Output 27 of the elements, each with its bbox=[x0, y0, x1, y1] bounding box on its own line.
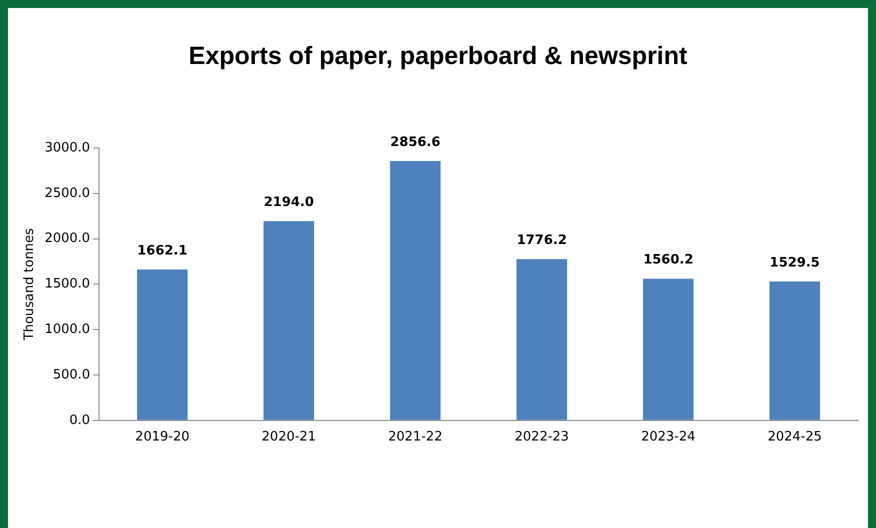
x-tick-label: 2021-22 bbox=[388, 430, 442, 445]
bar bbox=[516, 259, 568, 420]
x-tick-label: 2020-21 bbox=[262, 430, 316, 445]
chart-title: Exports of paper, paperboard & newsprint bbox=[188, 42, 688, 71]
x-tick-label: 2023-24 bbox=[641, 430, 696, 445]
data-label: 1776.2 bbox=[516, 232, 567, 248]
y-tick-label: 500.0 bbox=[52, 367, 90, 382]
data-label: 2856.6 bbox=[390, 134, 440, 150]
x-tick-label: 2022-23 bbox=[514, 430, 569, 445]
y-tick-label: 3000.0 bbox=[44, 140, 90, 156]
y-tick-label: 2500.0 bbox=[44, 186, 90, 201]
data-label: 1560.2 bbox=[643, 252, 694, 268]
bar bbox=[769, 282, 820, 420]
y-tick-label: 1500.0 bbox=[44, 276, 90, 292]
data-label: 2194.0 bbox=[264, 195, 314, 210]
bar bbox=[264, 221, 314, 420]
y-tick-label: 2000.0 bbox=[44, 231, 90, 246]
x-tick-label: 2024-25 bbox=[768, 430, 822, 445]
data-label: 1529.5 bbox=[770, 255, 820, 270]
y-tick-label: 1000.0 bbox=[44, 322, 90, 337]
x-tick-label: 2019-20 bbox=[135, 430, 190, 445]
bar bbox=[137, 269, 188, 420]
y-axis-title: Thousand tonnes bbox=[22, 228, 38, 342]
y-tick-label: 0.0 bbox=[69, 412, 90, 428]
data-label: 1662.1 bbox=[137, 243, 188, 258]
bar bbox=[642, 278, 694, 420]
bar bbox=[390, 161, 441, 420]
